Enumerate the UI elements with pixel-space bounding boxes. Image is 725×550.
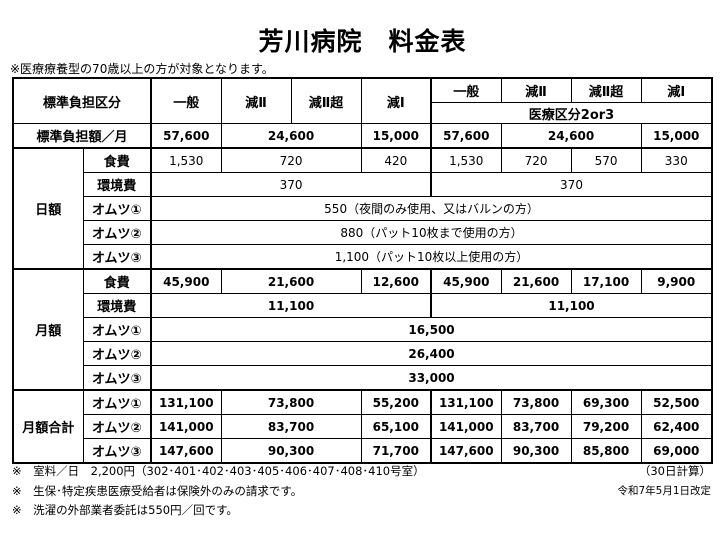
cell: 73,800: [220, 389, 362, 415]
cell: 12,600: [360, 268, 432, 294]
row-label: オムツ②: [82, 220, 152, 245]
cell: 85,800: [570, 438, 642, 464]
cell: 45,900: [150, 268, 222, 294]
cell: 11,100: [150, 293, 432, 318]
row-label: オムツ③: [82, 438, 152, 464]
cell: 79,200: [570, 414, 642, 439]
cell: 15,000: [360, 123, 432, 149]
col-header: 減Ⅱ: [500, 77, 572, 103]
category-header: 標準負担区分: [12, 77, 152, 124]
cell: 131,100: [430, 389, 502, 415]
cell: 55,200: [360, 389, 432, 415]
cell: 720: [220, 147, 362, 173]
cell: 24,600: [500, 123, 642, 149]
col-header: 一般: [150, 77, 222, 124]
cell: 1,100（パット10枚以上使用の方）: [150, 244, 713, 270]
medical-class-header: 医療区分2or3: [430, 102, 713, 124]
cell: 370: [150, 172, 432, 197]
revision-date: 令和7年5月1日改定: [617, 485, 711, 497]
cell: 90,300: [220, 438, 362, 464]
cell: 141,000: [150, 414, 222, 439]
cell: 570: [570, 147, 642, 173]
cell: 69,000: [640, 438, 713, 464]
cell: 9,900: [640, 268, 713, 294]
cell: 57,600: [150, 123, 222, 149]
cell: 26,400: [150, 341, 713, 366]
welfare-note: ※ 生保･特定疾患医療受給者は保険外のみの請求です。: [12, 484, 303, 498]
row-label: オムツ①: [82, 389, 152, 415]
target-note: ※医療療養型の70歳以上の方が対象となります。: [10, 62, 274, 76]
cell: 21,600: [220, 268, 362, 294]
col-header: 一般: [430, 77, 502, 103]
cell: 21,600: [500, 268, 572, 294]
cell: 720: [500, 147, 572, 173]
row-label: オムツ①: [82, 317, 152, 342]
cell: 550（夜間のみ使用、又はバルンの方）: [150, 196, 713, 221]
section-total: 月額合計: [12, 389, 84, 464]
price-table: 標準負担区分 一般 減Ⅱ 減Ⅱ超 減Ⅰ 一般 減Ⅱ 減Ⅱ超 減Ⅰ 医療区分2or…: [12, 77, 713, 464]
cell: 15,000: [640, 123, 713, 149]
col-header: 減Ⅰ: [360, 77, 432, 124]
room-fee-note: ※ 室料／日 2,200円（302･401･402･403･405･406･40…: [12, 464, 425, 478]
cell: 90,300: [500, 438, 572, 464]
cell: 370: [430, 172, 713, 197]
cell: 33,000: [150, 365, 713, 391]
col-header: 減Ⅰ: [640, 77, 713, 103]
cell: 83,700: [500, 414, 572, 439]
page-title: 芳川病院 料金表: [258, 27, 467, 56]
cell: 83,700: [220, 414, 362, 439]
cell: 57,600: [430, 123, 502, 149]
row-label: オムツ②: [82, 341, 152, 366]
row-label: オムツ③: [82, 244, 152, 270]
cell: 17,100: [570, 268, 642, 294]
section-monthly: 月額: [12, 268, 84, 391]
cell: 880（パット10枚まで使用の方）: [150, 220, 713, 245]
calc-note: （30日計算）: [638, 464, 711, 478]
cell: 45,900: [430, 268, 502, 294]
laundry-note: ※ 洗濯の外部業者委託は550円／回です。: [12, 503, 238, 517]
cell: 141,000: [430, 414, 502, 439]
section-daily: 日額: [12, 147, 84, 270]
cell: 73,800: [500, 389, 572, 415]
col-header: 減Ⅱ: [220, 77, 292, 124]
cell: 1,530: [150, 147, 222, 173]
cell: 330: [640, 147, 713, 173]
cell: 52,500: [640, 389, 713, 415]
row-label: 食費: [82, 268, 152, 294]
cell: 16,500: [150, 317, 713, 342]
cell: 11,100: [430, 293, 713, 318]
row-label: 食費: [82, 147, 152, 173]
cell: 420: [360, 147, 432, 173]
cell: 65,100: [360, 414, 432, 439]
row-label: オムツ①: [82, 196, 152, 221]
cell: 131,100: [150, 389, 222, 415]
cell: 62,400: [640, 414, 713, 439]
col-header: 減Ⅱ超: [290, 77, 362, 124]
row-label: 環境費: [82, 293, 152, 318]
cell: 24,600: [220, 123, 362, 149]
row-label: オムツ③: [82, 365, 152, 391]
row-label: 標準負担額／月: [12, 123, 152, 149]
col-header: 減Ⅱ超: [570, 77, 642, 103]
row-label: 環境費: [82, 172, 152, 197]
cell: 147,600: [150, 438, 222, 464]
cell: 147,600: [430, 438, 502, 464]
cell: 1,530: [430, 147, 502, 173]
cell: 69,300: [570, 389, 642, 415]
cell: 71,700: [360, 438, 432, 464]
row-label: オムツ②: [82, 414, 152, 439]
